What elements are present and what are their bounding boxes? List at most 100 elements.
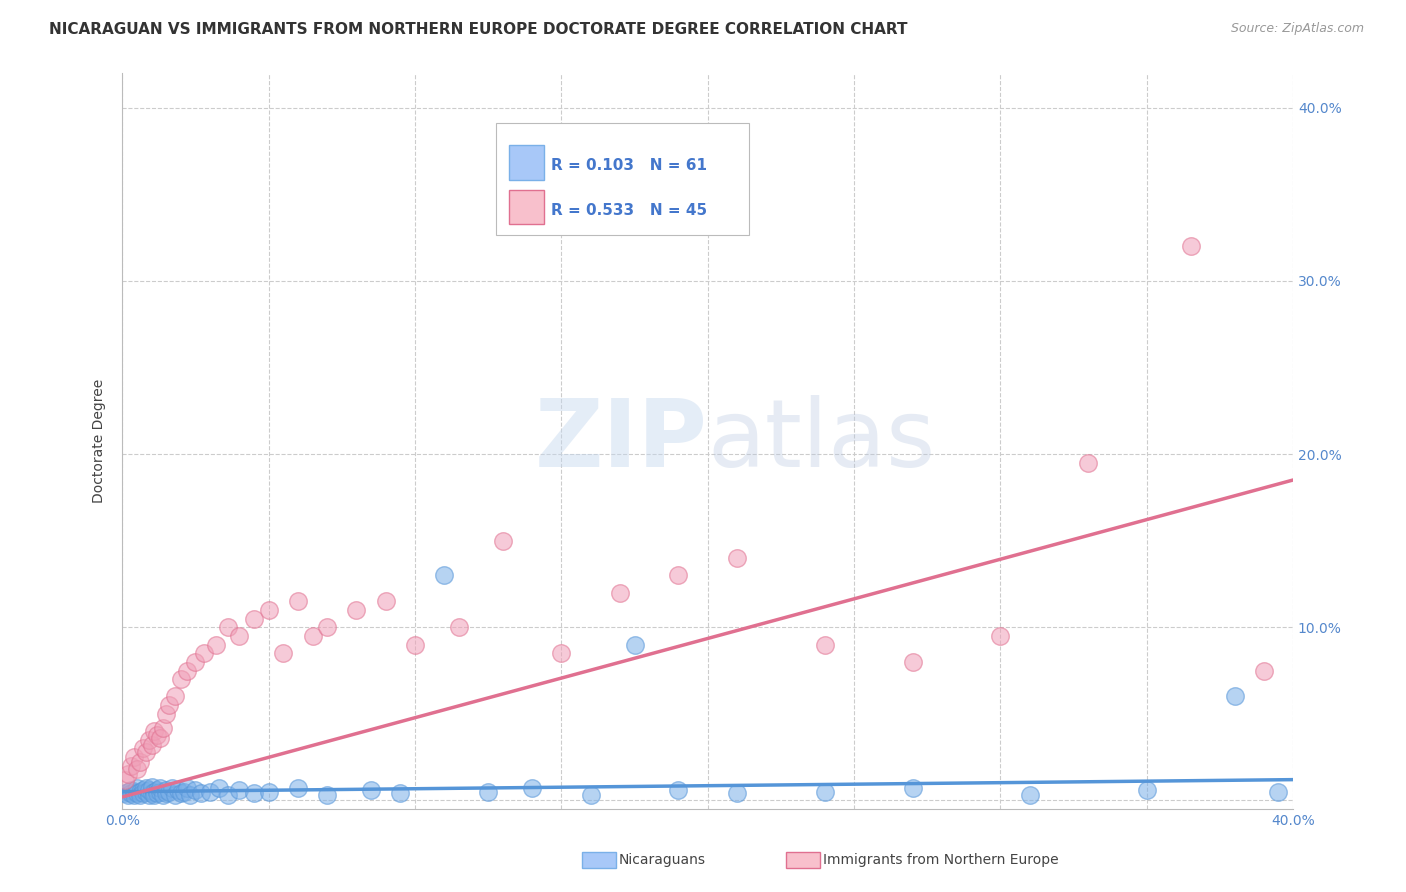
Point: [176, 781, 198, 796]
Point: [1077, 456, 1099, 470]
Point: [146, 728, 169, 742]
Point: [155, 787, 177, 801]
Point: [1223, 690, 1246, 704]
Point: [163, 690, 186, 704]
Text: ZIP: ZIP: [534, 395, 707, 487]
Point: [135, 785, 157, 799]
Point: [901, 781, 924, 796]
Point: [1253, 664, 1275, 678]
Point: [143, 789, 166, 803]
Point: [257, 603, 280, 617]
Point: [243, 787, 266, 801]
Point: [143, 724, 166, 739]
Point: [1136, 783, 1159, 797]
Point: [146, 783, 169, 797]
Point: [117, 789, 139, 803]
Point: [155, 783, 177, 797]
Text: Immigrants from Northern Europe: Immigrants from Northern Europe: [823, 853, 1059, 867]
Point: [190, 787, 212, 801]
Point: [550, 646, 572, 660]
Point: [271, 646, 294, 660]
Point: [205, 638, 228, 652]
Point: [157, 698, 180, 713]
Point: [668, 568, 690, 582]
Point: [360, 783, 382, 797]
Point: [132, 787, 155, 801]
Point: [988, 629, 1011, 643]
Point: [128, 756, 150, 770]
Point: [163, 789, 186, 803]
Point: [122, 785, 145, 799]
Point: [160, 781, 183, 796]
Point: [117, 785, 139, 799]
Text: Source: ZipAtlas.com: Source: ZipAtlas.com: [1230, 22, 1364, 36]
Point: [128, 789, 150, 803]
Point: [170, 787, 193, 801]
Point: [141, 780, 163, 794]
Point: [814, 638, 837, 652]
Point: [173, 785, 195, 799]
Point: [176, 664, 198, 678]
Point: [120, 787, 142, 801]
Point: [184, 655, 207, 669]
Point: [141, 738, 163, 752]
Point: [132, 783, 155, 797]
Point: [138, 789, 160, 803]
Point: [117, 767, 139, 781]
Point: [157, 785, 180, 799]
Point: [193, 646, 215, 660]
Point: [122, 750, 145, 764]
Point: [579, 789, 602, 803]
Point: [138, 783, 160, 797]
Point: [125, 781, 148, 796]
Point: [114, 772, 136, 787]
Text: R = 0.103   N = 61: R = 0.103 N = 61: [551, 158, 707, 173]
Point: [1180, 239, 1202, 253]
Point: [901, 655, 924, 669]
Point: [170, 672, 193, 686]
Point: [120, 783, 142, 797]
Point: [316, 620, 339, 634]
Text: Nicaraguans: Nicaraguans: [619, 853, 706, 867]
Point: [217, 620, 239, 634]
Point: [520, 781, 543, 796]
Text: NICARAGUAN VS IMMIGRANTS FROM NORTHERN EUROPE DOCTORATE DEGREE CORRELATION CHART: NICARAGUAN VS IMMIGRANTS FROM NORTHERN E…: [49, 22, 908, 37]
Point: [433, 568, 456, 582]
Point: [287, 781, 309, 796]
Point: [152, 721, 174, 735]
Point: [287, 594, 309, 608]
Point: [447, 620, 470, 634]
Point: [141, 787, 163, 801]
Point: [609, 585, 631, 599]
Text: atlas: atlas: [707, 395, 936, 487]
Point: [1018, 789, 1040, 803]
Point: [149, 785, 172, 799]
Point: [228, 629, 250, 643]
Point: [114, 787, 136, 801]
Point: [152, 789, 174, 803]
Point: [228, 783, 250, 797]
Point: [623, 638, 645, 652]
Point: [346, 603, 368, 617]
Point: [149, 731, 172, 745]
Point: [149, 781, 172, 796]
Point: [668, 783, 690, 797]
Text: R = 0.533   N = 45: R = 0.533 N = 45: [551, 202, 707, 218]
Point: [122, 789, 145, 803]
Point: [128, 785, 150, 799]
Point: [389, 787, 412, 801]
Point: [184, 783, 207, 797]
Point: [492, 533, 515, 548]
Point: [120, 758, 142, 772]
Point: [725, 787, 748, 801]
Point: [1267, 785, 1289, 799]
Point: [167, 783, 190, 797]
Point: [125, 787, 148, 801]
Point: [217, 789, 239, 803]
Point: [208, 781, 231, 796]
Point: [257, 785, 280, 799]
Point: [135, 745, 157, 759]
Point: [135, 781, 157, 796]
Point: [132, 741, 155, 756]
Point: [374, 594, 396, 608]
